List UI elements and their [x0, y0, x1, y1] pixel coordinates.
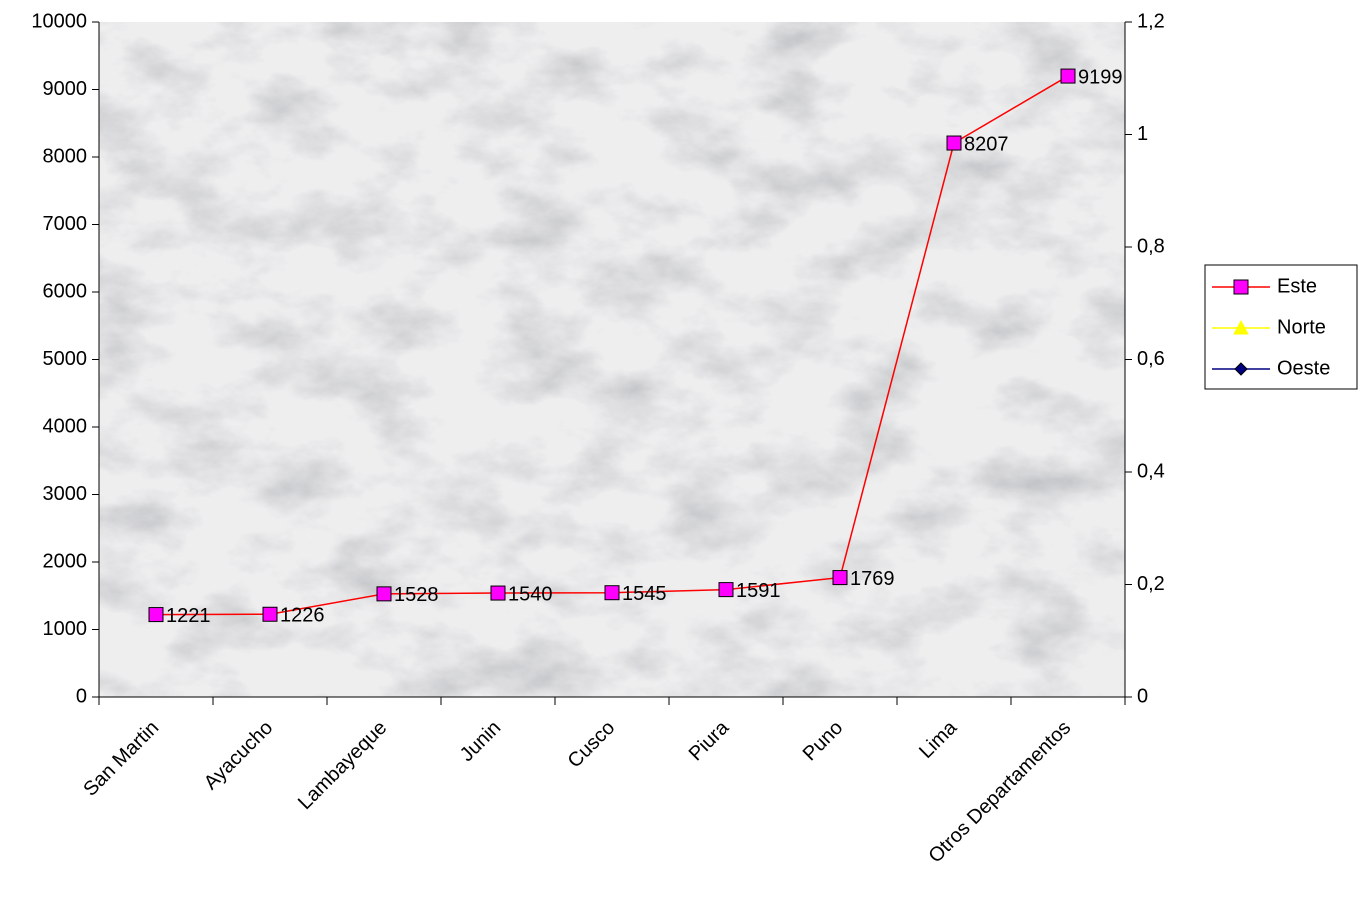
- y-tick-label: 7000: [43, 213, 88, 235]
- legend-label: Oeste: [1277, 357, 1330, 379]
- y2-tick-label: 0,2: [1137, 573, 1165, 595]
- data-label: 1221: [166, 605, 211, 627]
- y2-tick-label: 0,6: [1137, 348, 1165, 370]
- data-point: [1060, 68, 1076, 84]
- x-tick-label: Junin: [456, 717, 505, 766]
- y2-tick-label: 0: [1137, 685, 1148, 707]
- data-label: 9199: [1078, 66, 1123, 88]
- legend-marker: [1233, 279, 1249, 295]
- data-point: [718, 582, 734, 598]
- y-tick-label: 10000: [31, 10, 87, 32]
- data-label: 1226: [280, 605, 325, 627]
- y-tick-label: 1000: [43, 618, 88, 640]
- x-tick-label: Puno: [799, 717, 848, 766]
- y2-tick-label: 1: [1137, 123, 1148, 145]
- plot-background: [99, 22, 1125, 697]
- x-tick-label: San Martin: [79, 717, 163, 801]
- y-tick-label: 3000: [43, 483, 88, 505]
- y-tick-label: 4000: [43, 415, 88, 437]
- x-tick-label: Ayacucho: [200, 717, 277, 794]
- legend-marker: [1233, 319, 1249, 335]
- data-point: [832, 570, 848, 586]
- legend: Este Norte Oeste: [1204, 264, 1358, 390]
- y-tick-label: 8000: [43, 145, 88, 167]
- x-tick-label: Piura: [685, 716, 734, 765]
- data-label: 1591: [736, 580, 781, 602]
- data-point: [148, 607, 164, 623]
- data-point: [490, 585, 506, 601]
- data-point: [946, 135, 962, 151]
- y-tick-label: 2000: [43, 550, 88, 572]
- y2-tick-label: 0,8: [1137, 235, 1165, 257]
- y2-tick-label: 0,4: [1137, 460, 1165, 482]
- x-tick-label: Lima: [915, 716, 962, 763]
- legend-label: Norte: [1277, 316, 1326, 338]
- legend-label: Este: [1277, 275, 1317, 297]
- data-label: 8207: [964, 133, 1009, 155]
- data-point: [262, 606, 278, 622]
- data-label: 1545: [622, 583, 667, 605]
- data-label: 1769: [850, 568, 895, 590]
- x-tick-label: Lambayeque: [294, 717, 391, 814]
- legend-marker: [1234, 362, 1248, 376]
- y-tick-label: 5000: [43, 348, 88, 370]
- y-tick-label: 9000: [43, 78, 88, 100]
- y2-tick-label: 1,2: [1137, 10, 1165, 32]
- data-label: 1528: [394, 584, 439, 606]
- data-point: [376, 586, 392, 602]
- y-tick-label: 6000: [43, 280, 88, 302]
- data-point: [604, 585, 620, 601]
- x-tick-label: Cusco: [564, 717, 620, 773]
- y-tick-label: 0: [76, 685, 87, 707]
- data-label: 1540: [508, 583, 553, 605]
